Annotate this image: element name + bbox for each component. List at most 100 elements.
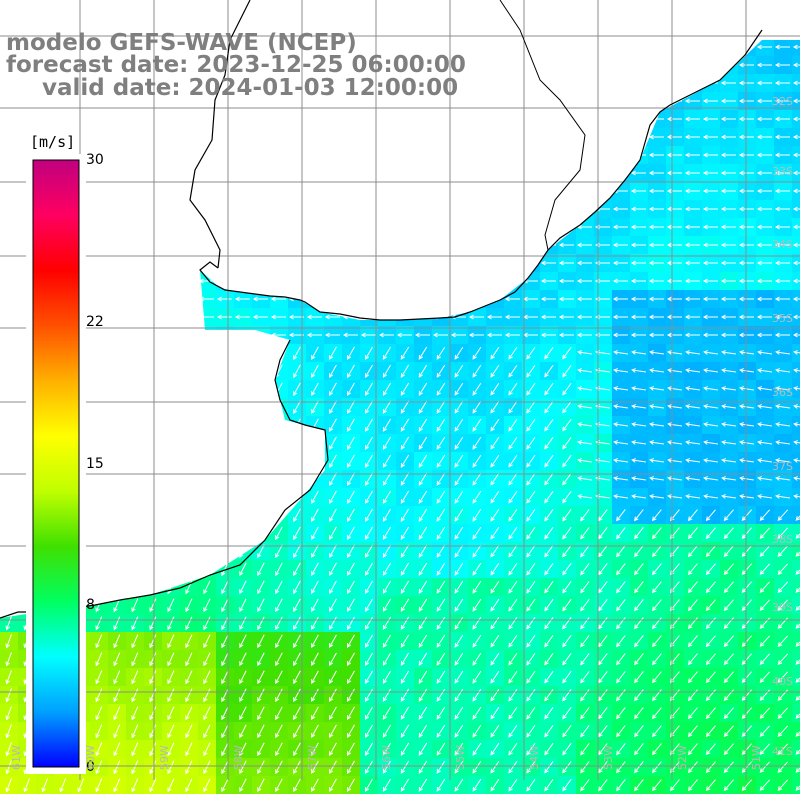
wind-arrow (329, 418, 337, 433)
wind-arrow (577, 476, 592, 481)
wind-arrow (684, 224, 700, 230)
wind-cell (792, 614, 800, 632)
wind-arrow (616, 635, 626, 648)
wind-arrow (364, 436, 373, 450)
wind-arrow (795, 623, 800, 629)
wind-arrow (612, 242, 628, 248)
wind-arrow (472, 454, 482, 468)
wind-arrow (634, 527, 644, 540)
wind-arrow (757, 494, 772, 499)
wind-cell (792, 596, 800, 614)
wind-arrow (526, 544, 536, 558)
wind-arrow (667, 422, 682, 427)
wind-arrow (185, 652, 193, 667)
wind-arrow (687, 599, 698, 612)
wind-arrow (454, 634, 464, 648)
wind-arrow (562, 365, 572, 378)
wind-arrow (759, 653, 771, 666)
wind-arrow (293, 364, 301, 379)
wind-arrow (508, 670, 518, 684)
wind-arrow (702, 170, 718, 176)
wind-arrow (667, 350, 682, 355)
wind-arrow (508, 346, 518, 360)
wind-arrow (702, 242, 718, 248)
wind-arrow (756, 242, 772, 248)
wind-arrow (346, 544, 355, 558)
wind-cell (792, 506, 800, 524)
wind-arrow (400, 382, 410, 396)
wind-arrow (738, 62, 754, 68)
latitude-label: 41S (772, 745, 793, 758)
wind-arrow (203, 598, 211, 613)
wind-arrow (436, 598, 446, 612)
wind-arrow (738, 80, 754, 86)
wind-cell (792, 722, 800, 740)
wind-arrow (311, 634, 319, 649)
wind-arrow (490, 580, 500, 594)
wind-arrow (221, 580, 229, 595)
wind-arrow (400, 346, 410, 360)
wind-arrow (651, 509, 662, 522)
wind-arrow (454, 580, 464, 594)
wind-arrow (612, 224, 628, 230)
wind-arrow (346, 436, 355, 450)
wind-arrow (792, 44, 800, 50)
wind-arrow (544, 653, 554, 666)
wind-arrow (777, 653, 789, 665)
wind-arrow (576, 242, 592, 248)
wind-arrow (651, 527, 662, 540)
wind-arrow (400, 364, 410, 378)
wind-arrow (634, 581, 644, 594)
wind-arrow (454, 472, 464, 486)
wind-arrow (739, 386, 754, 391)
wind-arrow (616, 563, 626, 576)
wind-arrow (508, 526, 518, 540)
wind-arrow (346, 472, 355, 486)
wind-arrow (684, 314, 700, 320)
wind-arrow (95, 634, 103, 649)
wind-arrow (486, 332, 502, 338)
wind-arrow (185, 598, 193, 613)
wind-arrow (454, 346, 464, 360)
wind-arrow (239, 598, 247, 613)
wind-arrow (613, 404, 628, 409)
wind-arrow (490, 652, 500, 666)
colorbar-tick-label: 30 (86, 152, 104, 168)
wind-arrow (757, 404, 772, 409)
wind-arrow (720, 116, 736, 122)
wind-arrow (666, 296, 682, 302)
wind-arrow (648, 242, 664, 248)
wind-arrow (577, 350, 592, 355)
wind-arrow (293, 562, 301, 577)
wind-arrow (149, 598, 157, 613)
wind-arrow (167, 652, 175, 667)
wind-arrow (432, 332, 448, 338)
wind-arrow (756, 62, 772, 68)
longitude-label: 52W (676, 745, 689, 770)
wind-arrow (454, 562, 464, 576)
wind-arrow (346, 400, 355, 414)
wind-arrow (775, 404, 790, 409)
wind-arrow (364, 580, 373, 594)
wind-arrow (526, 598, 536, 612)
wind-arrow (775, 476, 790, 481)
wind-arrow (616, 599, 626, 612)
wind-arrow (508, 508, 518, 522)
wind-arrow (705, 617, 716, 630)
wind-arrow (687, 545, 698, 558)
wind-arrow (738, 134, 754, 140)
longitude-label: 61W (10, 745, 23, 770)
wind-arrow (739, 404, 754, 409)
wind-arrow (508, 436, 518, 450)
wind-arrow (436, 454, 446, 468)
wind-arrow (685, 440, 700, 445)
wind-arrow (630, 242, 646, 248)
wind-arrow (400, 508, 410, 522)
wind-arrow (329, 544, 337, 559)
wind-arrow (311, 382, 319, 397)
wind-arrow (720, 242, 736, 248)
wind-arrow (346, 490, 355, 504)
wind-arrow (634, 653, 644, 666)
wind-arrow (774, 188, 790, 194)
latitude-label: 38S (772, 533, 793, 546)
